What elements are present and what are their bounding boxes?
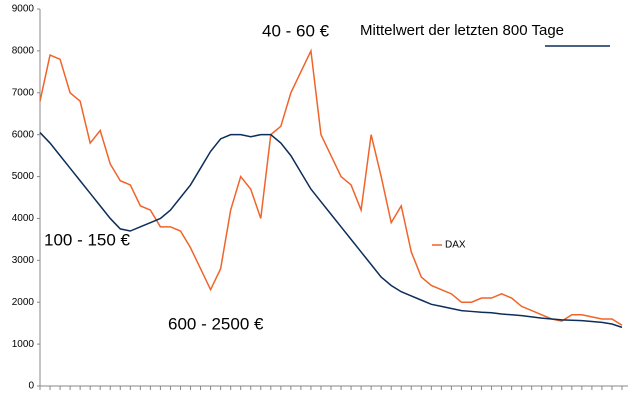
y-tick-label: 8000 [12,46,35,57]
legend-label: Mittelwert der letzten 800 Tage [360,22,564,39]
y-tick-label: 7000 [12,87,35,98]
y-tick-label: 2000 [12,297,35,308]
y-tick-label: 9000 [12,4,35,15]
y-tick-label: 6000 [12,129,35,140]
y-tick-label: 3000 [12,255,35,266]
line-series [39,48,623,326]
annotation: 40 - 60 € [262,21,330,40]
annotation: 100 - 150 € [44,230,131,249]
y-tick-label: 1000 [12,339,35,350]
legend: DAX Mittelwert der letzten 800 Tage [360,22,610,251]
y-tick-label: 5000 [12,171,35,182]
legend-label: DAX [445,240,466,251]
line-series [39,132,623,329]
y-tick-label: 4000 [12,213,35,224]
y-tick-label: 0 [28,381,34,392]
annotation: 600 - 2500 € [168,314,264,333]
